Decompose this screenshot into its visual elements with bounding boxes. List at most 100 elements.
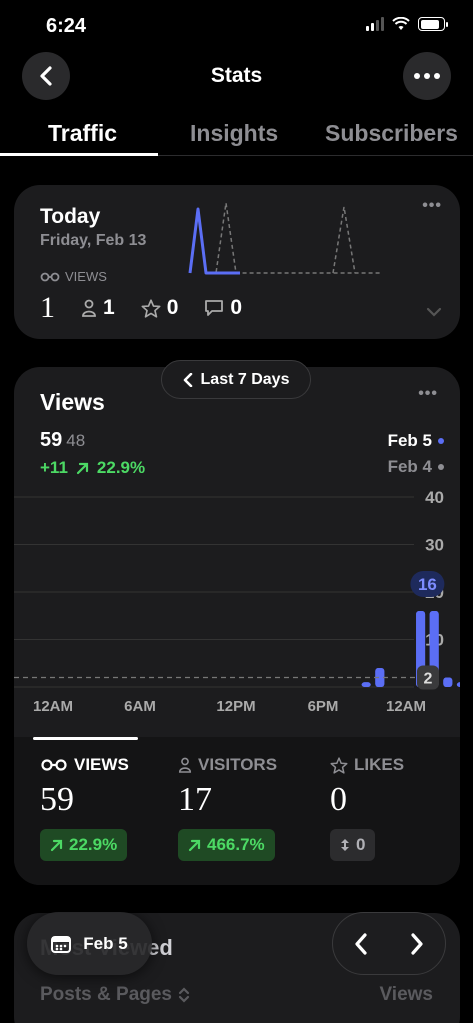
today-comments-value: 0 bbox=[230, 296, 243, 319]
today-stats: 1 1 0 0 bbox=[40, 291, 242, 325]
date-selector-button[interactable]: Feb 5 bbox=[27, 912, 152, 975]
metric-visitors-badge: 466.7% bbox=[178, 829, 275, 861]
tab-subscribers[interactable]: Subscribers bbox=[325, 120, 458, 146]
today-visitors-value: 1 bbox=[103, 296, 115, 319]
tab-insights[interactable]: Insights bbox=[190, 120, 279, 146]
views-card: Views ••• 59 48 +11 22.9% Feb 5 Feb 4 40 3… bbox=[14, 367, 460, 885]
metric-views-label: VIEWS bbox=[74, 755, 129, 774]
metric-likes-label: LIKES bbox=[354, 755, 405, 774]
page-title: Stats bbox=[210, 64, 263, 87]
metric-views-badge-text: 22.9% bbox=[69, 835, 118, 854]
legend-previous-label: Feb 4 bbox=[387, 457, 432, 476]
arrow-up-right-icon bbox=[76, 462, 89, 474]
metric-visitors[interactable]: VISITORS 17 466.7% bbox=[178, 755, 277, 861]
chevron-down-icon[interactable] bbox=[426, 307, 442, 317]
metric-visitors-label: VISITORS bbox=[198, 755, 278, 774]
views-label-text: VIEWS bbox=[65, 269, 107, 284]
today-likes-value: 0 bbox=[166, 296, 179, 319]
wifi-icon bbox=[392, 17, 410, 30]
views-delta-pct: 22.9% bbox=[96, 458, 146, 477]
calendar-icon bbox=[51, 935, 72, 953]
metric-views[interactable]: VIEWS 59 22.9% bbox=[40, 755, 129, 861]
chart-legend: Feb 5 Feb 4 bbox=[388, 431, 444, 483]
cellular-signal-icon bbox=[366, 17, 384, 31]
x-tick-label: 6PM bbox=[308, 698, 339, 715]
today-likes: 0 bbox=[141, 296, 179, 320]
next-period-button[interactable] bbox=[409, 932, 425, 955]
up-down-arrow-icon bbox=[341, 839, 349, 851]
x-tick-label: 6AM bbox=[124, 698, 156, 715]
chevron-up-down-icon bbox=[178, 987, 190, 1003]
today-comments: 0 bbox=[204, 296, 242, 320]
battery-icon bbox=[418, 17, 448, 31]
views-total: 59 48 bbox=[40, 429, 85, 452]
views-chart[interactable]: 4030201021612AM6AM12PM6PM12AM bbox=[14, 485, 460, 715]
selected-date-label: Feb 5 bbox=[83, 933, 128, 953]
metric-likes-head: LIKES bbox=[330, 755, 404, 775]
metric-likes-badge: 0 bbox=[330, 829, 376, 861]
metric-visitors-value: 17 bbox=[178, 781, 212, 818]
chevron-left-icon bbox=[183, 372, 192, 387]
tooltip-value: 16 bbox=[418, 575, 437, 594]
star-icon bbox=[141, 298, 161, 318]
bar-current bbox=[443, 677, 453, 687]
x-tick-label: 12AM bbox=[386, 698, 426, 715]
views-previous: 48 bbox=[66, 431, 86, 450]
bar-current bbox=[456, 682, 460, 687]
views-change: +11 22.9% bbox=[40, 458, 145, 478]
today-title: Today bbox=[40, 205, 101, 228]
y-tick-label: 30 bbox=[425, 536, 444, 555]
arrow-up-right-icon bbox=[188, 839, 201, 851]
average-label: 2 bbox=[424, 671, 433, 688]
legend-current-label: Feb 5 bbox=[387, 431, 432, 450]
today-card[interactable]: Today Friday, Feb 13 VIEWS 1 1 0 0 ••• bbox=[14, 185, 460, 339]
today-sparkline bbox=[188, 202, 380, 275]
previous-period-button[interactable] bbox=[353, 932, 369, 955]
eyeglasses-icon bbox=[40, 272, 60, 281]
active-metric-indicator bbox=[33, 737, 138, 740]
metric-likes-value: 0 bbox=[330, 781, 347, 818]
metric-likes-badge-text: 0 bbox=[356, 835, 366, 854]
arrow-up-right-icon bbox=[50, 839, 63, 851]
x-tick-label: 12PM bbox=[216, 698, 255, 715]
average-badge bbox=[417, 665, 439, 690]
metric-views-head: VIEWS bbox=[40, 755, 129, 775]
chevron-left-icon bbox=[40, 66, 52, 86]
legend-previous: Feb 4 bbox=[388, 457, 444, 477]
star-icon bbox=[330, 756, 348, 774]
today-visitors: 1 bbox=[81, 296, 115, 320]
status-time: 6:24 bbox=[46, 15, 87, 37]
metric-views-badge: 22.9% bbox=[40, 829, 128, 861]
metric-likes[interactable]: LIKES 0 0 bbox=[330, 755, 404, 861]
person-icon bbox=[82, 299, 96, 317]
today-more-icon[interactable]: ••• bbox=[422, 197, 442, 214]
metric-views-value: 59 bbox=[40, 781, 74, 818]
legend-current-dot bbox=[438, 438, 444, 444]
views-delta: +11 bbox=[40, 458, 68, 477]
x-tick-label: 12AM bbox=[33, 698, 73, 715]
today-views-value: 1 bbox=[40, 291, 55, 324]
views-title: Views bbox=[40, 389, 105, 415]
legend-previous-dot bbox=[438, 464, 444, 470]
views-column-header: Views bbox=[379, 984, 433, 1005]
today-views-label: VIEWS bbox=[40, 269, 107, 284]
tab-traffic[interactable]: Traffic bbox=[48, 120, 118, 146]
comment-icon bbox=[205, 300, 224, 316]
posts-pages-filter[interactable]: Posts & Pages bbox=[40, 984, 190, 1006]
bar-current bbox=[375, 668, 385, 687]
date-range-label: Last 7 Days bbox=[200, 370, 290, 388]
date-range-button[interactable]: Last 7 Days bbox=[161, 360, 311, 399]
person-icon bbox=[178, 757, 192, 773]
status-icons bbox=[366, 17, 448, 31]
metric-visitors-badge-text: 466.7% bbox=[207, 835, 265, 854]
more-button[interactable] bbox=[403, 52, 451, 100]
tab-bar: Traffic Insights Subscribers bbox=[0, 112, 473, 156]
bar-current bbox=[361, 682, 371, 687]
views-more-icon[interactable]: ••• bbox=[418, 385, 438, 402]
metric-panel: VIEWS 59 22.9% VISITORS 17 466.7% LIKES bbox=[14, 737, 460, 885]
legend-current: Feb 5 bbox=[388, 431, 444, 451]
period-pager bbox=[332, 912, 446, 975]
back-button[interactable] bbox=[22, 52, 70, 100]
active-tab-indicator bbox=[0, 153, 158, 156]
today-date: Friday, Feb 13 bbox=[40, 232, 147, 249]
